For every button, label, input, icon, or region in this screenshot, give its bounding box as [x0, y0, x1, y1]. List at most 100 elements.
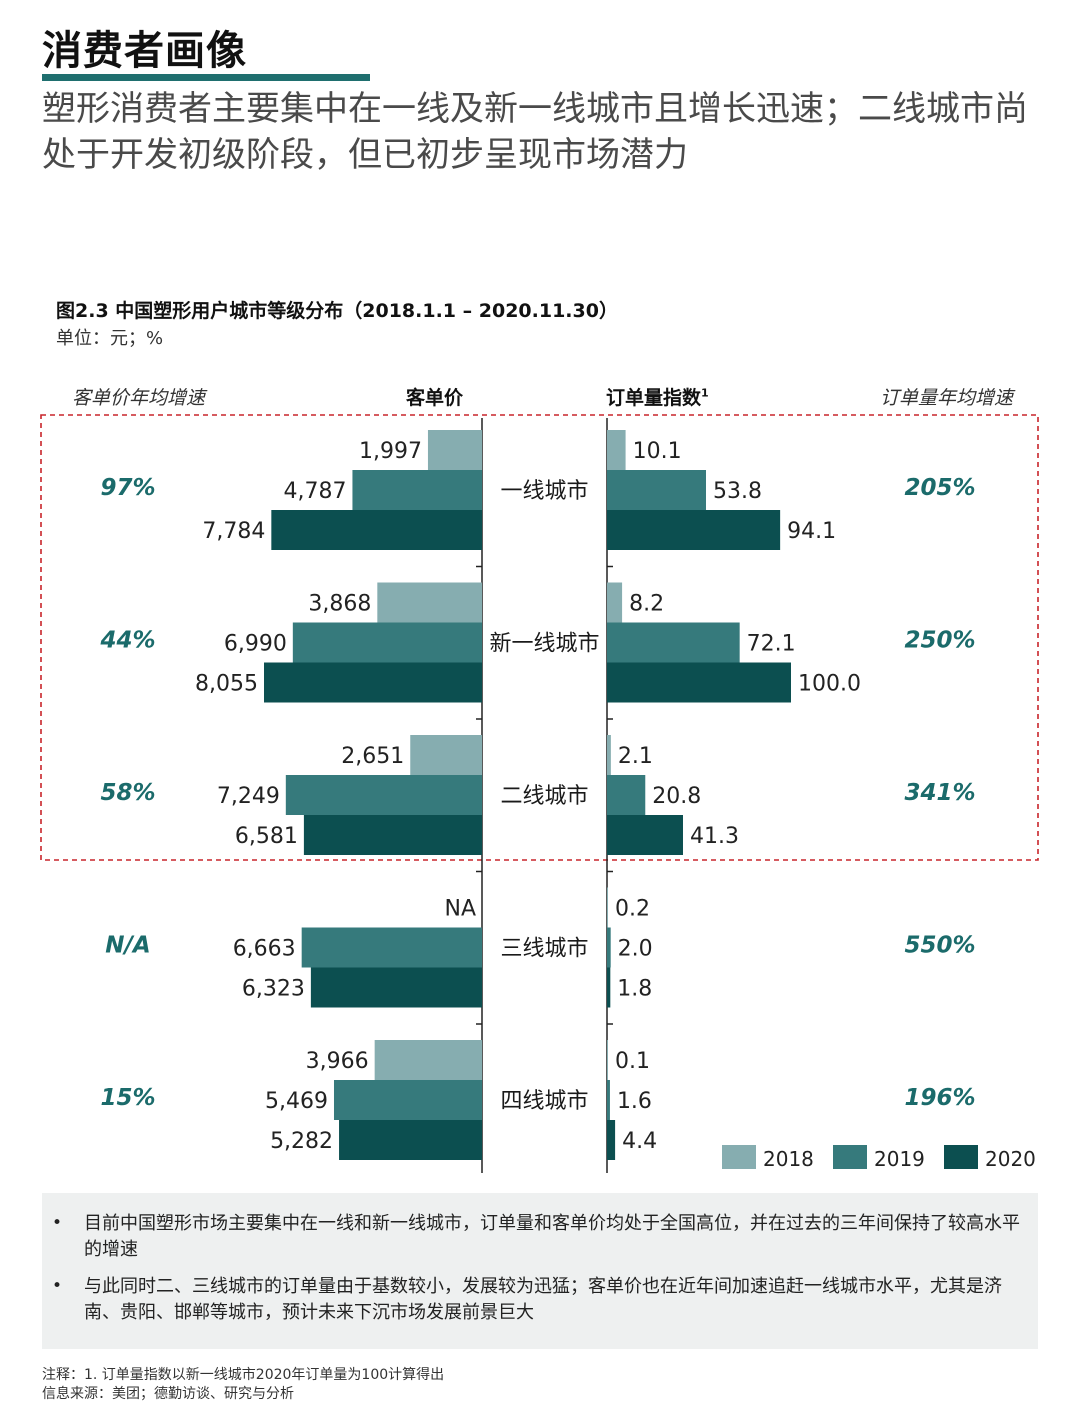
right-growth-value: 550%: [904, 933, 975, 959]
butterfly-bar-chart: 一线城市 1,997 10.1 4,787 53.8 7,784 94.1 97% 205% 新一…: [40, 414, 1039, 1173]
right-growth-value: 341%: [904, 780, 975, 806]
left-growth-header: 客单价年均增速: [72, 387, 206, 409]
right-bar-label-2018: 0.2: [615, 897, 650, 922]
page-title: 消费者画像: [42, 28, 247, 74]
left-bar-label-2019: 4,787: [283, 479, 346, 504]
left-bar-2019: [285, 775, 482, 815]
footnote-note: 注释：1. 订单量指数以新一线城市2020年订单量为100计算得出: [42, 1367, 445, 1383]
left-bar-2018: [410, 735, 482, 775]
title-underline: [42, 74, 370, 81]
category-label: 四线城市: [500, 1089, 588, 1114]
left-bar-label-2020: 7,784: [202, 519, 265, 544]
left-growth-value: 15%: [100, 1085, 155, 1111]
right-bar-2018: [607, 1040, 608, 1080]
right-bar-2018: [607, 735, 611, 775]
right-growth-value: 250%: [904, 628, 975, 654]
left-bar-label-2019: 6,663: [233, 937, 296, 962]
category-label: 一线城市: [500, 479, 588, 504]
left-bar-2019: [333, 1080, 482, 1120]
legend-label-2018: 2018: [763, 1147, 814, 1171]
legend-swatch-2018: [722, 1145, 756, 1169]
right-bar-2019: [607, 775, 646, 815]
left-bar-label-2018: 3,868: [308, 592, 371, 617]
right-bar-label-2019: 1.6: [617, 1089, 652, 1114]
right-value-header: 订单量指数1: [606, 383, 709, 410]
footnote-marker: 1: [701, 386, 709, 400]
right-value-header-text: 订单量指数: [606, 387, 702, 409]
left-bar-2018: [377, 582, 482, 623]
footnote-source: 信息来源：美团；德勤访谈、研究与分析: [42, 1386, 294, 1402]
right-bar-2019: [607, 470, 706, 510]
left-bar-label-2018: 3,966: [306, 1049, 369, 1074]
right-bar-2020: [607, 510, 781, 550]
left-value-header: 客单价: [406, 387, 464, 409]
right-bar-label-2019: 20.8: [652, 784, 701, 809]
right-growth-value: 196%: [904, 1085, 975, 1111]
right-bar-label-2019: 2.0: [618, 937, 653, 962]
legend-swatch-2020: [944, 1145, 978, 1169]
left-bar-2019: [352, 470, 482, 510]
right-bar-2018: [607, 582, 623, 623]
left-bar-label-2020: 6,581: [235, 824, 298, 849]
left-bar-2019: [301, 927, 482, 968]
page-subtitle: 塑形消费者主要集中在一线及新一线城市且增长迅速；二线城市尚处于开发初级阶段，但已…: [42, 89, 1028, 175]
note-bullet-2: •: [52, 1276, 63, 1296]
left-bar-2020: [271, 510, 482, 550]
right-bar-label-2018: 2.1: [618, 744, 653, 769]
category-label: 新一线城市: [489, 632, 599, 657]
category-label: 三线城市: [500, 937, 588, 962]
right-bar-label-2019: 53.8: [713, 479, 762, 504]
legend-label-2020: 2020: [985, 1147, 1036, 1171]
left-growth-value: N/A: [105, 933, 150, 959]
left-bar-2018: [374, 1040, 482, 1080]
legend-swatch-2019: [833, 1145, 867, 1169]
left-bar-2020: [310, 967, 482, 1008]
right-bar-2019: [607, 1080, 610, 1120]
left-bar-2019: [292, 622, 482, 663]
right-bar-2020: [607, 967, 611, 1008]
left-growth-value: 44%: [99, 628, 155, 654]
note-text-1: 目前中国塑形市场主要集中在一线和新一线城市，订单量和客单价均处于全国高位，并在过…: [84, 1213, 1020, 1260]
right-bar-label-2020: 4.4: [622, 1129, 657, 1154]
left-bar-2020: [264, 662, 482, 703]
left-bar-label-2018: 1,997: [359, 439, 422, 464]
right-bar-2020: [607, 1120, 616, 1160]
left-bar-label-2018: NA: [444, 897, 476, 922]
right-bar-label-2020: 1.8: [617, 977, 652, 1002]
right-bar-label-2020: 100.0: [798, 672, 861, 697]
category-label: 二线城市: [500, 784, 588, 809]
left-bar-label-2019: 7,249: [217, 784, 280, 809]
note-bullet-1: •: [52, 1213, 63, 1233]
right-bar-2019: [607, 622, 740, 663]
note-text-2: 与此同时二、三线城市的订单量由于基数较小，发展较为迅猛；客单价也在近年间加速追赶…: [84, 1276, 1002, 1323]
right-growth-header: 订单量年均增速: [880, 387, 1014, 409]
left-bar-label-2018: 2,651: [341, 744, 404, 769]
legend-label-2019: 2019: [874, 1147, 925, 1171]
left-bar-label-2019: 5,469: [265, 1089, 328, 1114]
left-growth-value: 58%: [100, 780, 155, 806]
figure-unit: 单位：元；%: [56, 328, 164, 349]
left-bar-label-2019: 6,990: [224, 632, 287, 657]
left-bar-2020: [303, 815, 482, 855]
right-bar-label-2018: 0.1: [615, 1049, 650, 1074]
right-bar-2019: [607, 927, 611, 968]
right-bar-label-2020: 41.3: [690, 824, 739, 849]
left-bar-2018: [427, 430, 482, 470]
right-bar-2020: [607, 815, 683, 855]
right-bar-label-2018: 8.2: [629, 592, 664, 617]
left-growth-value: 97%: [100, 475, 155, 501]
right-bar-2018: [607, 887, 608, 928]
right-bar-2018: [607, 430, 626, 470]
highlight-box: [40, 414, 1039, 861]
right-bar-label-2020: 94.1: [787, 519, 836, 544]
left-bar-2020: [339, 1120, 482, 1160]
notes-box: [42, 1193, 1038, 1349]
right-bar-label-2018: 10.1: [633, 439, 682, 464]
left-bar-label-2020: 5,282: [270, 1129, 333, 1154]
left-bar-label-2020: 6,323: [242, 977, 305, 1002]
right-bar-label-2019: 72.1: [747, 632, 796, 657]
figure-title: 图2.3 中国塑形用户城市等级分布（2018.1.1 – 2020.11.30）: [56, 300, 618, 322]
right-growth-value: 205%: [904, 475, 975, 501]
left-bar-label-2020: 8,055: [195, 672, 258, 697]
right-bar-2020: [607, 662, 791, 703]
